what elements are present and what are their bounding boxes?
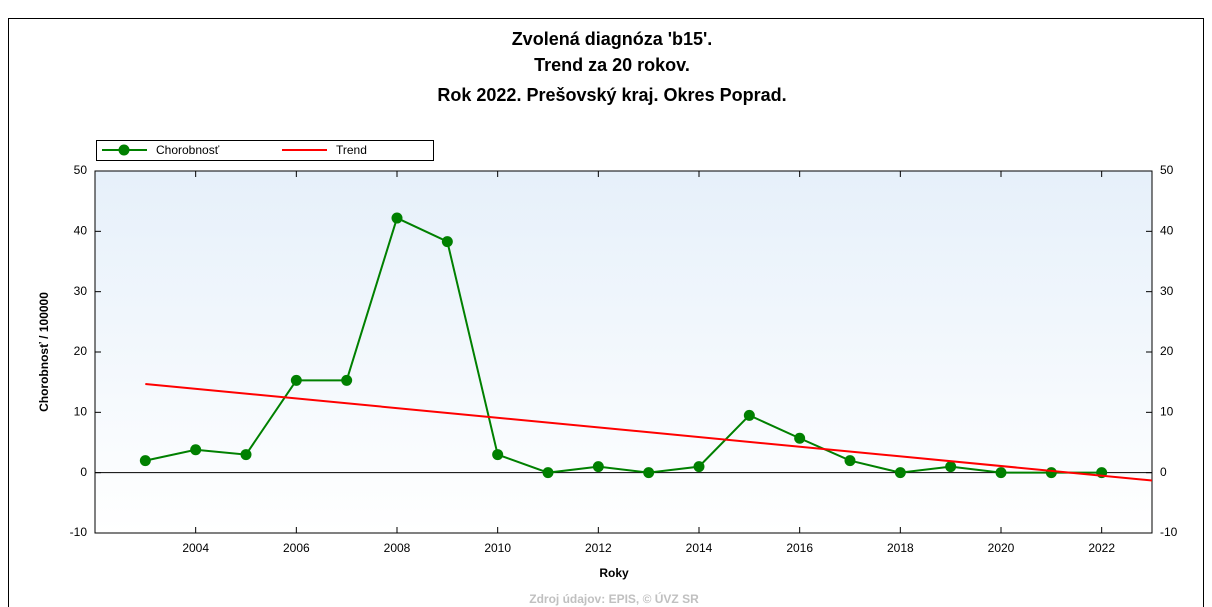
x-tick-label: 2016 [786,541,813,555]
y2-tick-label: 40 [1160,224,1174,238]
x-tick-label: 2012 [585,541,612,555]
data-point [643,467,655,479]
y2-tick-label: -10 [1160,525,1178,539]
data-point [894,467,906,479]
y2-tick-label: 0 [1160,465,1167,479]
x-tick-label: 2022 [1088,541,1115,555]
data-point [542,467,554,479]
data-point [844,455,856,467]
source: Zdroj údajov: EPIS, © ÚVZ SR [529,591,699,606]
series-line [145,216,1102,474]
legend-marker [118,144,130,156]
y-tick-label: 30 [74,284,88,298]
chart-title: Rok 2022. Prešovský kraj. Okres Poprad. [437,85,786,105]
legend-label: Trend [336,143,367,157]
data-point [743,409,755,421]
y-tick-label: 20 [74,344,88,358]
y2-tick-label: 10 [1160,405,1174,419]
x-tick-label: 2018 [887,541,914,555]
chart-title: Trend za 20 rokov. [534,55,690,75]
x-tick-label: 2006 [283,541,310,555]
data-point [592,461,604,473]
x-tick-label: 2014 [686,541,713,555]
data-point [391,212,403,224]
data-point [945,461,957,473]
data-point [240,449,252,461]
x-tick-label: 2008 [384,541,411,555]
x-tick-label: 2004 [182,541,209,555]
x-axis-label: Roky [599,566,629,580]
y-tick-label: 40 [74,224,88,238]
data-point [441,236,453,248]
data-point [139,455,151,467]
data-point [995,467,1007,479]
y2-tick-label: 30 [1160,284,1174,298]
data-point [794,432,806,444]
chart-title: Zvolená diagnóza 'b15'. [512,29,713,49]
x-tick-label: 2010 [484,541,511,555]
y-axis-label: Chorobnosť / 100000 [37,292,51,412]
y-tick-label: 50 [74,163,88,177]
plot-area [94,170,1153,534]
data-point [1045,467,1057,479]
data-point [693,461,705,473]
data-point [190,444,202,456]
data-point [341,374,353,386]
series-line [145,382,1153,482]
data-point [492,449,504,461]
x-tick-label: 2020 [988,541,1015,555]
y2-tick-label: 50 [1160,163,1174,177]
y2-tick-label: 20 [1160,344,1174,358]
legend-label: Chorobnosť [156,143,220,157]
legend [96,140,434,161]
y-tick-label: -10 [70,525,88,539]
data-point [290,374,302,386]
y-tick-label: 10 [74,405,88,419]
y-tick-label: 0 [80,465,87,479]
